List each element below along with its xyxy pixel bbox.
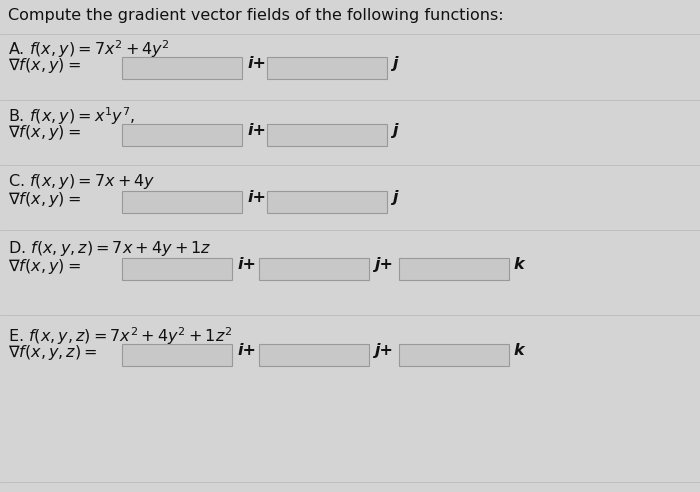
Text: j+: j+ <box>374 343 393 358</box>
FancyBboxPatch shape <box>259 258 369 280</box>
Text: j+: j+ <box>374 257 393 272</box>
Text: i+: i+ <box>237 343 256 358</box>
Text: j: j <box>392 190 398 205</box>
Text: i+: i+ <box>247 56 266 71</box>
Text: i+: i+ <box>247 190 266 205</box>
Text: D. $f(x, y, z) = 7x + 4y + 1z$: D. $f(x, y, z) = 7x + 4y + 1z$ <box>8 239 211 258</box>
Text: i+: i+ <box>237 257 256 272</box>
FancyBboxPatch shape <box>122 344 232 366</box>
FancyBboxPatch shape <box>122 191 242 213</box>
Text: j: j <box>392 56 398 71</box>
Text: $\nabla f(x, y) =$: $\nabla f(x, y) =$ <box>8 190 81 209</box>
Text: $\nabla f(x, y) =$: $\nabla f(x, y) =$ <box>8 56 81 75</box>
FancyBboxPatch shape <box>122 57 242 79</box>
FancyBboxPatch shape <box>399 344 509 366</box>
FancyBboxPatch shape <box>399 258 509 280</box>
Text: C. $f(x, y) = 7x + 4y$: C. $f(x, y) = 7x + 4y$ <box>8 172 155 191</box>
FancyBboxPatch shape <box>122 124 242 146</box>
Text: $\nabla f(x, y) =$: $\nabla f(x, y) =$ <box>8 257 81 276</box>
Text: k: k <box>514 257 524 272</box>
Text: A. $f(x, y) = 7x^2 + 4y^2$: A. $f(x, y) = 7x^2 + 4y^2$ <box>8 38 170 60</box>
Text: j: j <box>392 123 398 138</box>
Text: $\nabla f(x, y) =$: $\nabla f(x, y) =$ <box>8 123 81 142</box>
FancyBboxPatch shape <box>267 124 387 146</box>
FancyBboxPatch shape <box>259 344 369 366</box>
FancyBboxPatch shape <box>122 258 232 280</box>
Text: E. $f(x, y, z) = 7x^2 + 4y^2 + 1z^2$: E. $f(x, y, z) = 7x^2 + 4y^2 + 1z^2$ <box>8 325 232 347</box>
FancyBboxPatch shape <box>267 191 387 213</box>
Text: B. $f(x, y) = x^1y^7,$: B. $f(x, y) = x^1y^7,$ <box>8 105 135 127</box>
Text: i+: i+ <box>247 123 266 138</box>
Text: $\nabla f(x, y, z) =$: $\nabla f(x, y, z) =$ <box>8 343 97 362</box>
Text: Compute the gradient vector fields of the following functions:: Compute the gradient vector fields of th… <box>8 8 503 23</box>
FancyBboxPatch shape <box>267 57 387 79</box>
Text: k: k <box>514 343 524 358</box>
